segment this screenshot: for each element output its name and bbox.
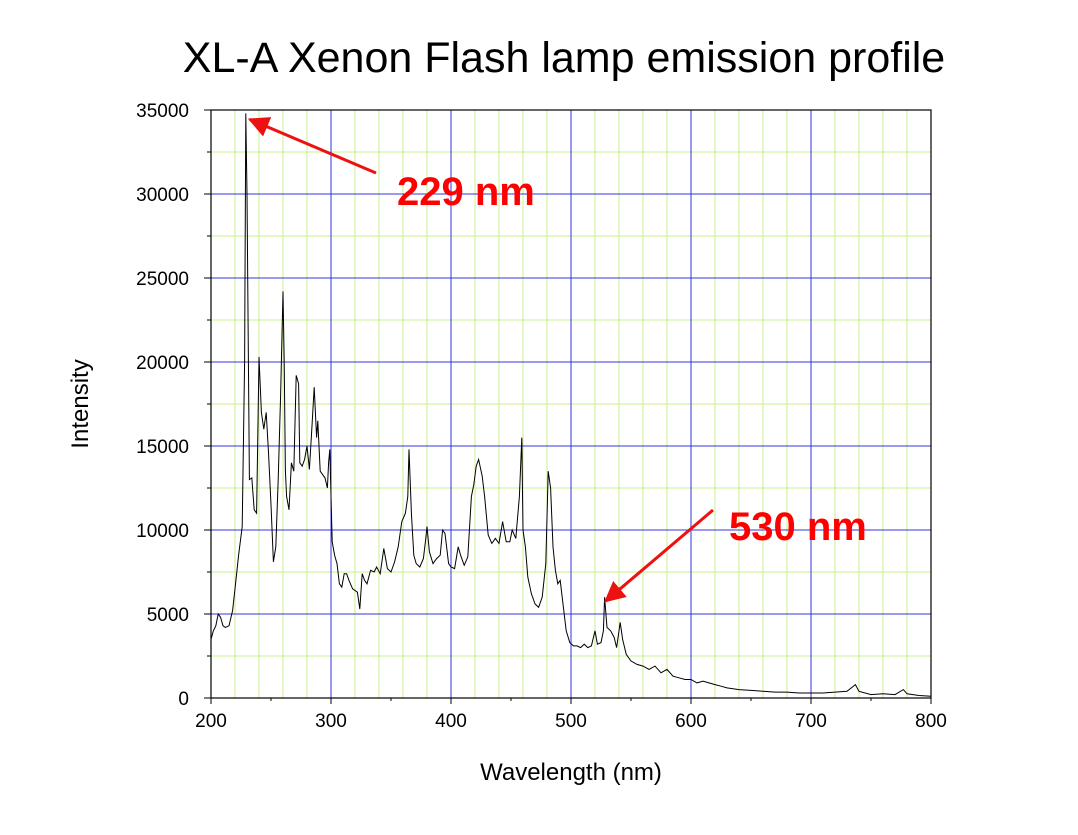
y-tick-label: 0 xyxy=(178,689,189,710)
x-tick-label: 800 xyxy=(915,711,947,732)
y-axis-label: Intensity xyxy=(67,359,94,448)
x-tick-label: 600 xyxy=(675,711,707,732)
annotation-arrow-530 xyxy=(603,508,714,603)
y-tick-label: 20000 xyxy=(136,353,189,374)
x-axis-label: Wavelength (nm) xyxy=(480,759,662,786)
annotation-arrow-229 xyxy=(247,117,377,175)
major-grid xyxy=(211,109,931,698)
x-tick-label: 400 xyxy=(435,711,467,732)
y-tick-label: 30000 xyxy=(136,185,189,206)
chart-title: XL-A Xenon Flash lamp emission profile xyxy=(183,34,945,82)
y-tick-label: 5000 xyxy=(147,605,189,626)
x-axis: 200 300 400 500 600 700 800 xyxy=(195,698,947,732)
x-tick-label: 300 xyxy=(315,711,347,732)
x-tick-label: 700 xyxy=(795,711,827,732)
x-tick-label: 200 xyxy=(195,711,227,732)
y-tick-label: 35000 xyxy=(136,101,189,122)
y-axis: 0 5000 10000 15000 20000 25000 30000 35000 xyxy=(136,101,211,710)
y-tick-label: 15000 xyxy=(136,437,189,458)
emission-series-line xyxy=(210,113,932,697)
annotation-229nm: 229 nm xyxy=(397,170,535,214)
x-tick-label: 500 xyxy=(555,711,587,732)
y-tick-label: 25000 xyxy=(136,269,189,290)
annotation-530nm: 530 nm xyxy=(729,505,867,549)
y-tick-label: 10000 xyxy=(136,521,189,542)
